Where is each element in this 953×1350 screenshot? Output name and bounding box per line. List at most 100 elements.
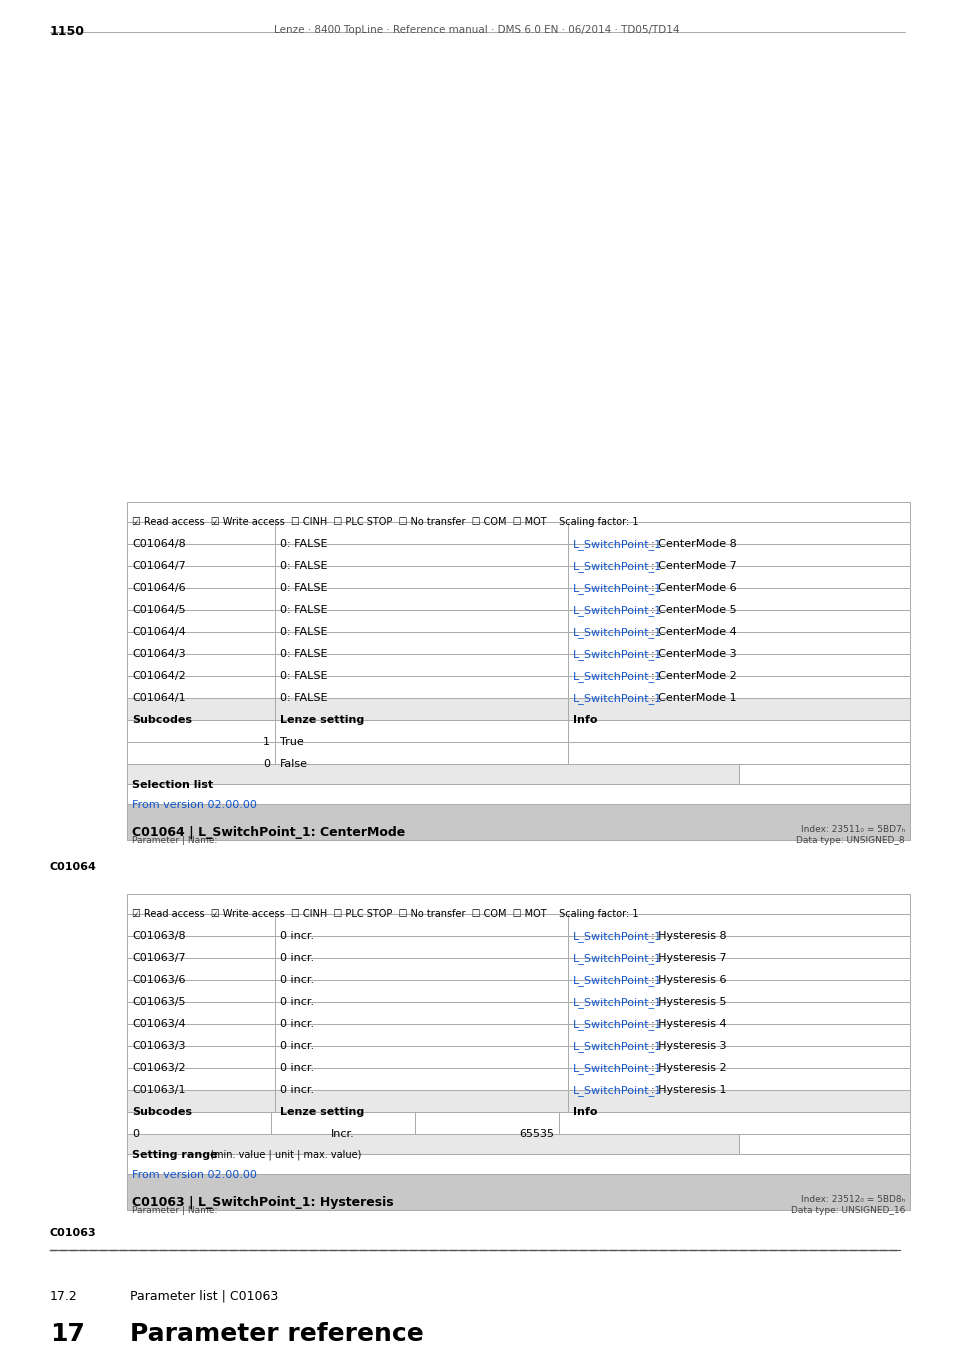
Text: From version 02.00.00: From version 02.00.00 — [132, 1170, 256, 1180]
Bar — [127, 1046, 274, 1068]
Bar — [127, 653, 274, 676]
Bar — [127, 610, 274, 632]
Bar — [567, 566, 909, 589]
Bar — [274, 589, 567, 610]
Text: C01064/6: C01064/6 — [132, 583, 186, 593]
Text: 0: FALSE: 0: FALSE — [280, 605, 327, 616]
Bar — [274, 522, 567, 544]
Bar — [127, 522, 274, 544]
Bar — [567, 980, 909, 1002]
Bar — [739, 764, 909, 784]
Text: 0: FALSE: 0: FALSE — [280, 562, 327, 571]
Bar — [127, 914, 274, 936]
Text: Index: 23511₀ = 5BD7ₕ: Index: 23511₀ = 5BD7ₕ — [800, 825, 904, 834]
Text: C01064/3: C01064/3 — [132, 649, 186, 659]
Text: C01063/2: C01063/2 — [132, 1062, 186, 1073]
Text: 0 incr.: 0 incr. — [280, 1062, 314, 1073]
Text: L_SwitchPoint_1: L_SwitchPoint_1 — [573, 693, 661, 703]
Bar — [127, 1134, 739, 1154]
Text: : CenterMode 1: : CenterMode 1 — [650, 693, 736, 703]
Bar — [274, 676, 567, 698]
Text: C01063/3: C01063/3 — [132, 1041, 185, 1052]
Text: : Hysteresis 6: : Hysteresis 6 — [650, 975, 726, 985]
Bar — [567, 720, 909, 743]
Bar — [274, 980, 567, 1002]
Text: : Hysteresis 1: : Hysteresis 1 — [650, 1085, 726, 1095]
Bar — [558, 1112, 909, 1134]
Text: Data type: UNSIGNED_16: Data type: UNSIGNED_16 — [790, 1206, 904, 1215]
Bar — [567, 522, 909, 544]
Bar — [567, 698, 909, 720]
Text: C01063 | L_SwitchPoint_1: Hysteresis: C01063 | L_SwitchPoint_1: Hysteresis — [132, 1196, 394, 1210]
Bar — [415, 1112, 558, 1134]
Bar — [567, 1068, 909, 1089]
Text: From version 02.00.00: From version 02.00.00 — [132, 801, 256, 810]
Bar — [127, 1089, 274, 1112]
Bar — [274, 566, 567, 589]
Text: (min. value | unit | max. value): (min. value | unit | max. value) — [207, 1150, 361, 1161]
Bar — [567, 610, 909, 632]
Text: Info: Info — [573, 716, 597, 725]
Text: : CenterMode 3: : CenterMode 3 — [650, 649, 736, 659]
Text: : CenterMode 4: : CenterMode 4 — [650, 626, 736, 637]
Bar — [127, 743, 274, 764]
Bar — [127, 720, 274, 743]
Text: Parameter reference: Parameter reference — [130, 1322, 423, 1346]
Text: Parameter list | C01063: Parameter list | C01063 — [130, 1291, 278, 1303]
Bar — [567, 958, 909, 980]
Text: L_SwitchPoint_1: L_SwitchPoint_1 — [573, 605, 661, 616]
Bar — [274, 1089, 567, 1112]
Bar — [274, 1046, 567, 1068]
Bar — [274, 1025, 567, 1046]
Bar — [271, 1112, 415, 1134]
Text: False: False — [280, 759, 308, 769]
Text: : CenterMode 6: : CenterMode 6 — [650, 583, 736, 593]
Bar — [274, 698, 567, 720]
Text: : Hysteresis 8: : Hysteresis 8 — [650, 931, 726, 941]
Text: : CenterMode 8: : CenterMode 8 — [650, 539, 736, 549]
Text: C01064/7: C01064/7 — [132, 562, 186, 571]
Text: L_SwitchPoint_1: L_SwitchPoint_1 — [573, 583, 661, 594]
Text: 0 incr.: 0 incr. — [280, 1019, 314, 1029]
Text: Info: Info — [573, 1107, 597, 1116]
Bar — [274, 544, 567, 566]
Text: C01064/8: C01064/8 — [132, 539, 186, 549]
Text: C01063/4: C01063/4 — [132, 1019, 186, 1029]
Bar — [127, 698, 274, 720]
Text: 0: 0 — [263, 759, 270, 769]
Bar — [127, 894, 909, 914]
Bar — [567, 544, 909, 566]
Bar — [127, 784, 909, 805]
Text: L_SwitchPoint_1: L_SwitchPoint_1 — [573, 953, 661, 964]
Text: 0: FALSE: 0: FALSE — [280, 583, 327, 593]
Bar — [274, 914, 567, 936]
Text: C01063/8: C01063/8 — [132, 931, 186, 941]
Bar — [567, 914, 909, 936]
Text: : Hysteresis 3: : Hysteresis 3 — [650, 1041, 726, 1052]
Text: 17: 17 — [50, 1322, 85, 1346]
Text: True: True — [280, 737, 303, 747]
Text: 0 incr.: 0 incr. — [280, 1085, 314, 1095]
Text: 0: FALSE: 0: FALSE — [280, 539, 327, 549]
Bar — [567, 743, 909, 764]
Text: 0: 0 — [132, 1129, 139, 1139]
Bar — [127, 1174, 909, 1210]
Text: Parameter | Name:: Parameter | Name: — [132, 836, 217, 845]
Text: C01064/1: C01064/1 — [132, 693, 186, 703]
Text: L_SwitchPoint_1: L_SwitchPoint_1 — [573, 649, 661, 660]
Bar — [274, 1068, 567, 1089]
Text: L_SwitchPoint_1: L_SwitchPoint_1 — [573, 931, 661, 942]
Bar — [567, 589, 909, 610]
Bar — [567, 1002, 909, 1025]
Text: 1: 1 — [263, 737, 270, 747]
Text: 0 incr.: 0 incr. — [280, 998, 314, 1007]
Text: C01064 | L_SwitchPoint_1: CenterMode: C01064 | L_SwitchPoint_1: CenterMode — [132, 826, 405, 838]
Text: 0: FALSE: 0: FALSE — [280, 649, 327, 659]
Text: : CenterMode 7: : CenterMode 7 — [650, 562, 736, 571]
Bar — [127, 544, 274, 566]
Text: C01064/4: C01064/4 — [132, 626, 186, 637]
Bar — [274, 632, 567, 653]
Bar — [274, 720, 567, 743]
Text: C01063/1: C01063/1 — [132, 1085, 185, 1095]
Bar — [567, 632, 909, 653]
